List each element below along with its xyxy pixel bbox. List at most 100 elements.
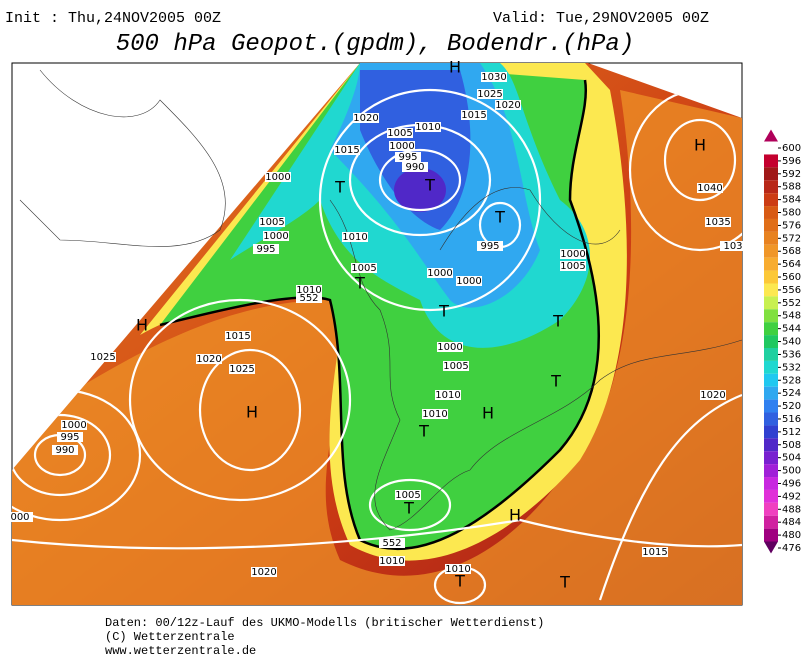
label-box bbox=[296, 285, 322, 295]
colorbar-band bbox=[764, 438, 778, 452]
colorbar-band bbox=[764, 257, 778, 271]
isobar-label: 1015 bbox=[334, 145, 359, 156]
isobar-label: 1015 bbox=[461, 110, 486, 121]
map-title: 500 hPa Geopot.(gpdm), Bodendr.(hPa) bbox=[116, 31, 634, 58]
colorbar-label: 512 bbox=[782, 427, 801, 438]
pressure-center: T bbox=[424, 176, 435, 195]
isobar-label: 990 bbox=[405, 162, 424, 173]
label-box bbox=[477, 89, 503, 99]
isobar-label: 1005 bbox=[443, 361, 468, 372]
pressure-center: T bbox=[552, 312, 563, 331]
colorbar-label: 536 bbox=[782, 349, 801, 360]
colorbar-band bbox=[764, 218, 778, 232]
colorbar-label: 584 bbox=[782, 195, 801, 206]
colorbar-band bbox=[764, 489, 778, 503]
isobar-label: 552 bbox=[382, 538, 401, 549]
isobar-label: 1005 bbox=[351, 263, 376, 274]
isobar-label: 1005 bbox=[395, 490, 420, 501]
colorbar-label: 576 bbox=[782, 220, 801, 231]
label-box bbox=[90, 352, 116, 362]
colorbar-label: 528 bbox=[782, 375, 801, 386]
colorbar-cap bbox=[764, 129, 778, 142]
isobar-label: 1020 bbox=[495, 100, 520, 111]
colorbar-band bbox=[764, 412, 778, 426]
label-box bbox=[437, 342, 463, 352]
colorbar-band bbox=[764, 180, 778, 194]
isobar-label: 1000 bbox=[265, 172, 290, 183]
isobar-label: 1010 bbox=[435, 390, 460, 401]
pressure-center: H bbox=[694, 136, 706, 155]
colorbar-label: 500 bbox=[782, 466, 801, 477]
colorbar-band bbox=[764, 154, 778, 168]
isobar-label: 1000 bbox=[427, 268, 452, 279]
label-box bbox=[389, 141, 415, 151]
isobar-label: 1000 bbox=[263, 231, 288, 242]
colorbar-label: 596 bbox=[782, 156, 801, 167]
colorbar-band bbox=[764, 206, 778, 219]
colorbar-label: 540 bbox=[782, 337, 801, 348]
isobar-label: 1020 bbox=[353, 113, 378, 124]
colorbar-label: 552 bbox=[782, 298, 801, 309]
isobar-label: 1025 bbox=[477, 89, 502, 100]
pressure-center: T bbox=[418, 422, 429, 441]
label-box bbox=[296, 293, 322, 303]
label-box bbox=[720, 241, 746, 251]
label-box bbox=[705, 217, 731, 227]
isobar-label: 1020 bbox=[700, 390, 725, 401]
colorbar-label: 592 bbox=[782, 169, 801, 180]
label-box bbox=[251, 567, 277, 577]
label-box bbox=[253, 244, 279, 254]
colorbar-label: 532 bbox=[782, 362, 801, 373]
colorbar-label: 580 bbox=[782, 208, 801, 219]
colorbar-label: 516 bbox=[782, 414, 801, 425]
colorbar-band bbox=[764, 231, 778, 245]
isobar-label: 1015 bbox=[225, 331, 250, 342]
label-box bbox=[342, 232, 368, 242]
colorbar-label: 476 bbox=[782, 543, 801, 554]
footer-line: Daten: 00/12z-Lauf des UKMO-Modells (bri… bbox=[105, 616, 544, 630]
colorbar-band bbox=[764, 296, 778, 310]
label-box bbox=[57, 432, 83, 442]
isobar-label: 1000 bbox=[61, 420, 86, 431]
isobar-label: 1025 bbox=[229, 364, 254, 375]
colorbar-band bbox=[764, 502, 778, 516]
label-box bbox=[196, 354, 222, 364]
colorbar-band bbox=[764, 464, 778, 478]
pressure-center: T bbox=[494, 208, 505, 227]
label-box bbox=[395, 152, 421, 162]
label-box bbox=[422, 409, 448, 419]
isobar-label: 1000 bbox=[456, 276, 481, 287]
label-box bbox=[402, 162, 428, 172]
isobar-label: 1005 bbox=[387, 128, 412, 139]
pressure-center: T bbox=[354, 274, 365, 293]
label-box bbox=[61, 420, 87, 430]
coastlines bbox=[19, 69, 743, 531]
label-box bbox=[427, 268, 453, 278]
pressure-center: T bbox=[334, 178, 345, 197]
isobar-label: 990 bbox=[55, 445, 74, 456]
colorbar-band bbox=[764, 193, 778, 207]
colorbar-band bbox=[764, 309, 778, 323]
colorbar-label: 548 bbox=[782, 311, 801, 322]
pressure-center: H bbox=[509, 506, 521, 525]
label-box bbox=[560, 249, 586, 259]
isobar-label: 1005 bbox=[259, 217, 284, 228]
label-box bbox=[52, 445, 78, 455]
label-box bbox=[697, 183, 723, 193]
label-box bbox=[353, 113, 379, 123]
isobar-label: 995 bbox=[480, 241, 499, 252]
pressure-center: T bbox=[438, 302, 449, 321]
colorbar-label: 496 bbox=[782, 478, 801, 489]
isobar-label: 1035 bbox=[705, 217, 730, 228]
label-box bbox=[481, 72, 507, 82]
label-box bbox=[379, 556, 405, 566]
colorbar-band bbox=[764, 425, 778, 439]
isobar-label: 552 bbox=[299, 293, 318, 304]
label-box bbox=[477, 241, 503, 251]
colorbar-label: 564 bbox=[782, 259, 801, 270]
label-box bbox=[7, 512, 33, 522]
label-box bbox=[642, 547, 668, 557]
colorbar-band bbox=[764, 167, 778, 181]
isobar-label: 1010 bbox=[445, 564, 470, 575]
